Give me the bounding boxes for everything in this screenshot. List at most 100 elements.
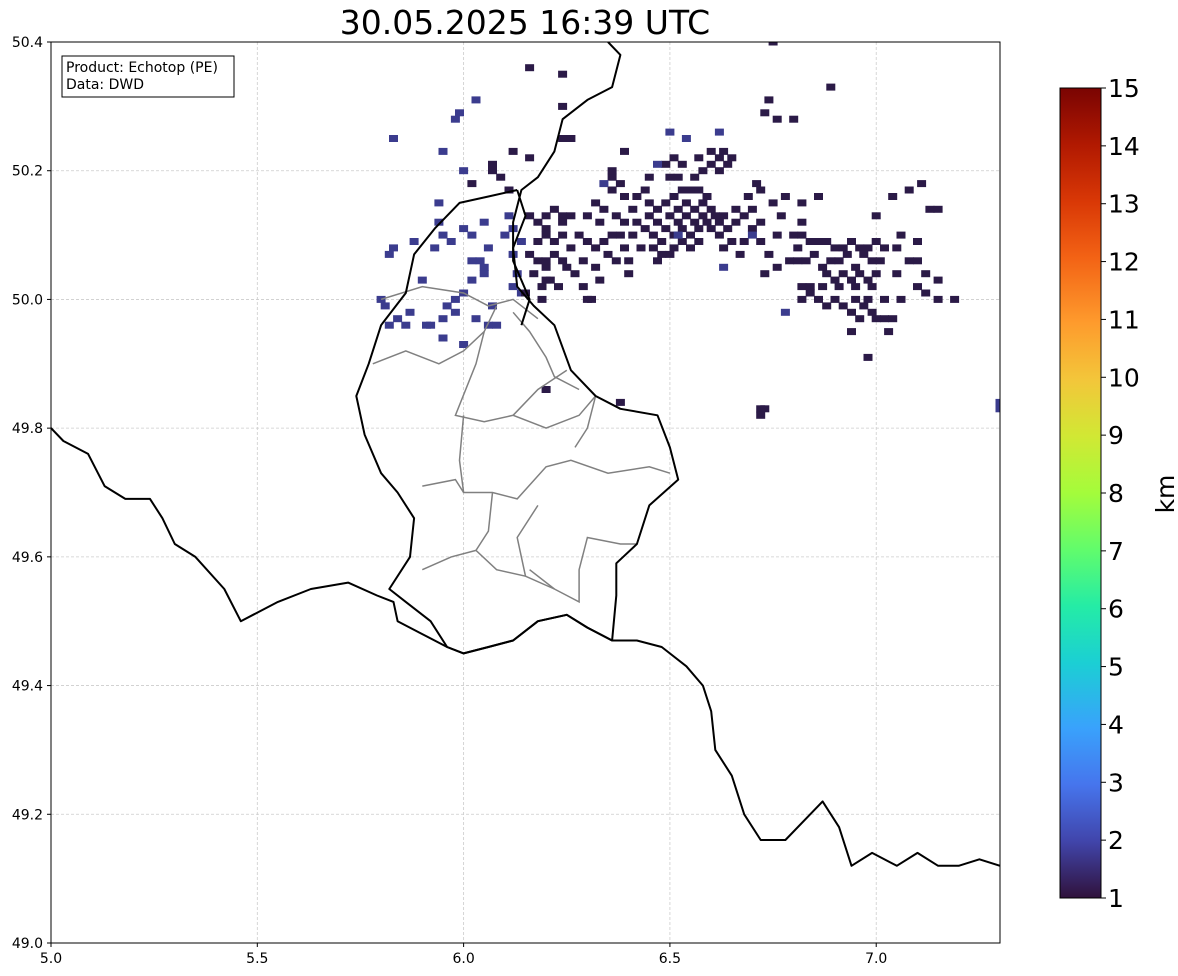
radar-cell: [834, 257, 844, 265]
radar-cell: [665, 250, 675, 258]
radar-cell: [760, 270, 770, 278]
radar-cell: [772, 231, 782, 239]
radar-cell: [694, 238, 704, 245]
radar-cell: [558, 212, 568, 220]
radar-cell: [446, 238, 456, 245]
radar-cell: [896, 295, 906, 303]
colorbar-tick-label-10: 11: [1108, 305, 1140, 334]
colorbar-tick-label-12: 13: [1108, 190, 1140, 219]
colorbar-tick-label-8: 9: [1108, 421, 1124, 450]
france-belgium-border: [51, 427, 1000, 867]
radar-cell: [871, 238, 881, 245]
radar-cell: [714, 128, 724, 136]
radar-cell: [706, 225, 716, 233]
radar-cell: [822, 270, 832, 278]
radar-cell: [822, 302, 832, 310]
radar-cell: [620, 193, 629, 200]
radar-cell: [508, 147, 518, 155]
info-box: Product: Echotop (PE) Data: DWD: [61, 55, 235, 98]
radar-cell: [677, 160, 687, 168]
colorbar-tick-label-13: 14: [1108, 132, 1140, 161]
radar-cell: [727, 154, 737, 162]
district-border-3: [512, 369, 568, 416]
radar-cell: [541, 386, 551, 393]
radar-cell: [541, 263, 551, 271]
radar-cell: [673, 218, 683, 226]
radar-cell: [694, 154, 704, 162]
radar-cell: [620, 244, 629, 252]
radar-cell: [603, 250, 613, 258]
radar-cell: [677, 186, 687, 194]
radar-cell: [714, 154, 724, 162]
radar-cell: [459, 225, 469, 233]
radar-cell: [607, 173, 617, 181]
district-border-2: [454, 331, 597, 429]
radar-cell: [888, 315, 898, 323]
radar-cell: [644, 173, 654, 181]
radar-cell: [549, 205, 559, 213]
radar-cell: [686, 231, 695, 239]
radar-cell: [607, 167, 617, 175]
radar-cell: [801, 257, 811, 265]
radar-cell: [455, 109, 464, 117]
radar-cell: [871, 212, 881, 220]
info-product-text: Product: Echotop (PE): [66, 60, 218, 76]
colorbar-tick-label-9: 10: [1108, 363, 1140, 392]
radar-cell: [768, 42, 778, 46]
radar-cell: [405, 308, 415, 316]
radar-cell: [847, 276, 856, 284]
radar-cell: [504, 186, 514, 194]
radar-cell: [880, 295, 889, 303]
radar-cell: [624, 270, 634, 278]
radar-cell: [673, 205, 683, 213]
info-box-frame: [61, 55, 235, 98]
radar-cell: [537, 283, 547, 291]
radar-cell: [925, 205, 935, 213]
radar-cell: [521, 289, 530, 297]
radar-cell: [669, 193, 679, 200]
radar-cell: [566, 212, 576, 220]
radar-cell: [875, 257, 885, 265]
radar-cell: [805, 289, 815, 297]
radar-cell: [541, 276, 551, 284]
radar-cell: [851, 263, 861, 271]
radar-cell: [739, 212, 749, 220]
radar-cell: [417, 276, 427, 284]
radar-cell: [838, 302, 848, 310]
radar-cell: [756, 411, 766, 419]
radar-cell: [867, 257, 877, 265]
radar-cell: [834, 283, 844, 291]
radar-cell: [710, 212, 720, 220]
radar-cell: [880, 315, 889, 323]
radar-cell: [389, 135, 398, 142]
radar-cell: [888, 193, 898, 200]
radar-cell: [607, 231, 617, 239]
radar-cell: [747, 205, 757, 213]
radar-cell: [611, 212, 621, 220]
radar-cell: [731, 218, 741, 226]
radar-cell: [657, 250, 667, 258]
radar-cell: [855, 315, 865, 323]
radar-cell: [913, 238, 922, 245]
radar-cell: [698, 167, 708, 175]
radar-cell: [814, 238, 823, 245]
radar-cell: [743, 193, 753, 200]
radar-cell: [805, 283, 815, 291]
radar-cell: [780, 193, 790, 200]
radar-cell: [797, 199, 807, 207]
radar-cell: [826, 83, 836, 91]
radar-cell: [797, 218, 807, 226]
radar-cell: [620, 147, 629, 155]
radar-cell: [541, 225, 551, 233]
colorbar-tick-label-7: 8: [1108, 479, 1124, 508]
radar-cell: [611, 257, 621, 265]
radar-cell: [661, 199, 671, 207]
radar-cell: [459, 341, 469, 348]
radar-cell: [706, 205, 716, 213]
radar-cell: [529, 270, 539, 278]
radar-cell: [644, 199, 654, 207]
radar-cell: [438, 147, 448, 155]
radar-cell: [797, 283, 807, 291]
radar-cell: [867, 283, 877, 291]
